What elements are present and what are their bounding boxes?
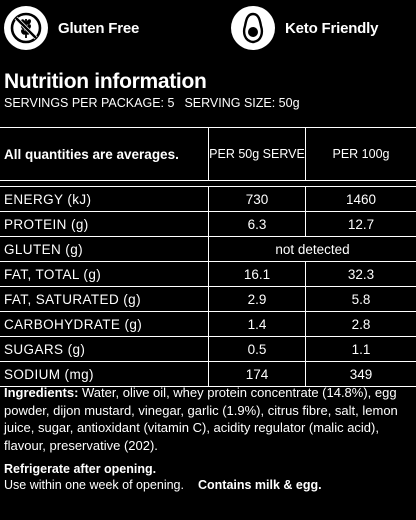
- serving-size: SERVING SIZE: 50g: [184, 96, 300, 110]
- keto-friendly-label: Keto Friendly: [285, 19, 379, 37]
- row-label: PROTEIN (g): [4, 216, 89, 232]
- crossed-wheat-icon: [4, 6, 48, 50]
- row-per-serve: 2.9: [208, 287, 305, 311]
- header-label: All quantities are averages.: [4, 146, 179, 162]
- page-title: Nutrition information: [4, 70, 207, 93]
- row-label: SUGARS (g): [4, 341, 86, 357]
- ingredients-block: Ingredients: Water, olive oil, whey prot…: [4, 384, 412, 454]
- servings-line: SERVINGS PER PACKAGE: 5 SERVING SIZE: 50g: [4, 96, 300, 110]
- table-row-sodium: SODIUM (mg) 174 349: [0, 362, 416, 387]
- row-label: GLUTEN (g): [4, 241, 84, 257]
- row-per-serve: 174: [208, 362, 305, 386]
- row-per-serve: 730: [208, 187, 305, 211]
- row-per-100g: 1460: [305, 187, 416, 211]
- use-within-note: Use within one week of opening.: [4, 478, 184, 492]
- row-label: ENERGY (kJ): [4, 191, 92, 207]
- table-row-sugars: SUGARS (g) 0.5 1.1: [0, 337, 416, 362]
- row-combined-value: not detected: [208, 237, 416, 261]
- nutrition-table: All quantities are averages. PER 50g SER…: [0, 127, 416, 387]
- row-per-serve: 6.3: [208, 212, 305, 236]
- row-per-100g: 5.8: [305, 287, 416, 311]
- row-per-serve: 16.1: [208, 262, 305, 286]
- row-per-serve: 1.4: [208, 312, 305, 336]
- ingredients-text: Water, olive oil, whey protein concentra…: [4, 385, 398, 453]
- table-row-fat-saturated: FAT, SATURATED (g) 2.9 5.8: [0, 287, 416, 312]
- ingredients-heading: Ingredients:: [4, 385, 79, 400]
- avocado-icon: [231, 6, 275, 50]
- servings-per-package: SERVINGS PER PACKAGE: 5: [4, 96, 175, 110]
- row-per-100g: 2.8: [305, 312, 416, 336]
- header-per-serve: PER 50g SERVE: [208, 128, 305, 180]
- row-label: CARBOHYDRATE (g): [4, 316, 143, 332]
- row-label: SODIUM (mg): [4, 366, 94, 382]
- table-row-energy: ENERGY (kJ) 730 1460: [0, 186, 416, 212]
- row-per-100g: 12.7: [305, 212, 416, 236]
- allergen-note: Contains milk & egg.: [197, 478, 322, 492]
- row-label: FAT, TOTAL (g): [4, 266, 102, 282]
- table-row-gluten: GLUTEN (g) not detected: [0, 237, 416, 262]
- table-row-carbohydrate: CARBOHYDRATE (g) 1.4 2.8: [0, 312, 416, 337]
- usage-line: Use within one week of opening. Contains …: [4, 477, 412, 493]
- table-header-row: All quantities are averages. PER 50g SER…: [0, 127, 416, 181]
- row-label: FAT, SATURATED (g): [4, 291, 141, 307]
- keto-friendly-badge: Keto Friendly: [231, 6, 378, 50]
- storage-block: Refrigerate after opening. Use within on…: [4, 461, 412, 493]
- table-row-protein: PROTEIN (g) 6.3 12.7: [0, 212, 416, 237]
- refrigerate-note: Refrigerate after opening.: [4, 462, 157, 476]
- header-per-100g: PER 100g: [305, 128, 416, 180]
- row-per-100g: 32.3: [305, 262, 416, 286]
- row-per-100g: 1.1: [305, 337, 416, 361]
- row-per-100g: 349: [305, 362, 416, 386]
- badges: Gluten Free Keto Friendly: [0, 6, 416, 54]
- row-per-serve: 0.5: [208, 337, 305, 361]
- gluten-free-badge: Gluten Free: [4, 6, 139, 50]
- gluten-free-label: Gluten Free: [58, 19, 140, 37]
- table-row-fat-total: FAT, TOTAL (g) 16.1 32.3: [0, 262, 416, 287]
